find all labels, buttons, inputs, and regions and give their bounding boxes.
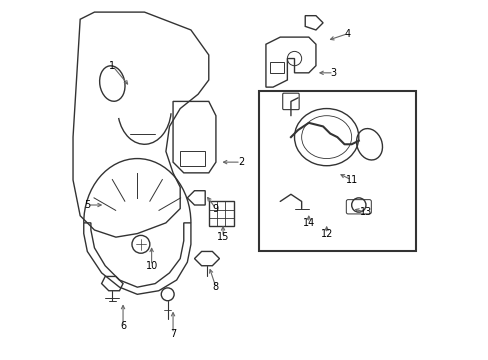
Text: 9: 9	[212, 203, 219, 213]
Text: 4: 4	[345, 28, 350, 39]
Text: 11: 11	[345, 175, 357, 185]
Text: 7: 7	[170, 329, 176, 339]
Text: 13: 13	[359, 207, 371, 217]
Text: 10: 10	[145, 261, 158, 271]
Bar	[269, 62, 283, 73]
Text: 14: 14	[302, 218, 314, 228]
Text: 2: 2	[237, 157, 244, 167]
Text: 5: 5	[84, 200, 90, 210]
Text: 8: 8	[212, 282, 219, 292]
Text: 3: 3	[330, 68, 336, 78]
Text: 6: 6	[120, 321, 126, 332]
Text: 1: 1	[109, 61, 115, 71]
Text: 15: 15	[217, 232, 229, 242]
Text: 12: 12	[320, 229, 332, 239]
